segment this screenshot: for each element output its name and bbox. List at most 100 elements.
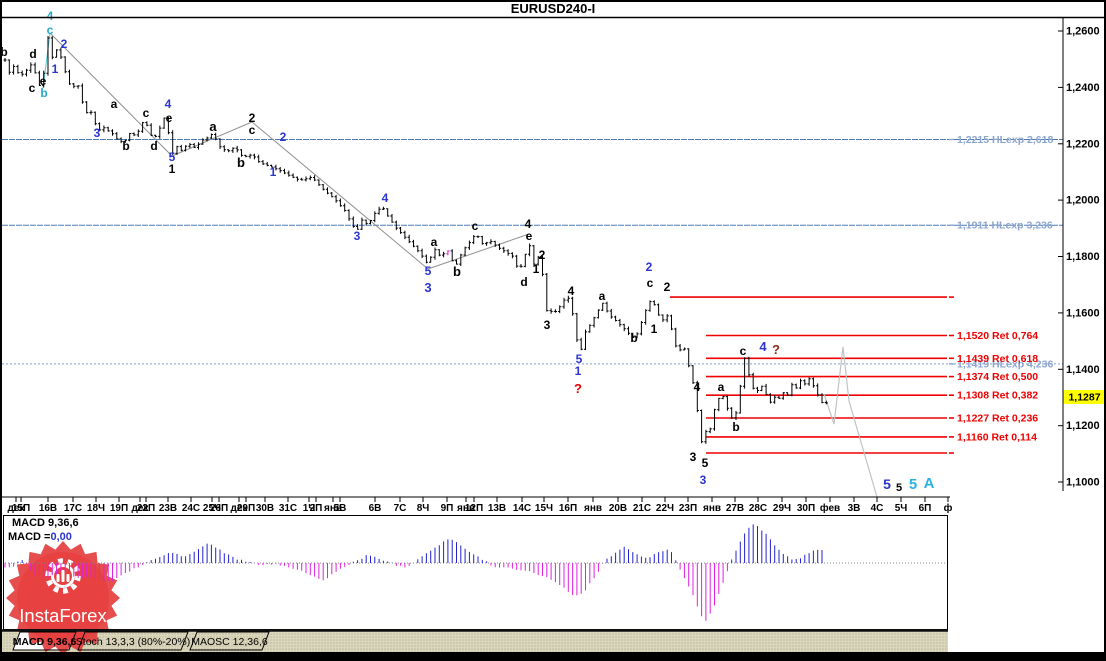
x-tick-label: дек	[132, 503, 150, 514]
wave-label: a	[431, 235, 438, 249]
price-badge-background	[1063, 390, 1106, 404]
wave-label: 5	[576, 352, 583, 366]
wave-label: a	[599, 289, 606, 303]
wave-label: a	[209, 119, 217, 134]
x-tick-label: 21С	[633, 503, 651, 514]
x-tick-label: 16В	[39, 503, 57, 514]
wave-label: d	[520, 275, 527, 289]
x-tick-label: 2П	[310, 503, 323, 514]
wave-label: e	[166, 111, 173, 125]
x-tick-label: янв	[703, 503, 721, 514]
hlexp-label: 1,1419 HLexp 4,236	[957, 358, 1053, 370]
wave-label: 2	[249, 111, 256, 125]
wave-label: e	[526, 229, 533, 243]
wave-label: 1	[533, 262, 540, 276]
x-tick-label: 27В	[726, 503, 744, 514]
wave-label: 5	[896, 482, 902, 494]
tab-label: Stoch 13,3,3 (80%-20%)	[76, 636, 190, 648]
y-tick-label: 1,1200	[1066, 420, 1100, 432]
x-tick-label: 3В	[848, 503, 861, 514]
wave-label: a	[718, 380, 725, 394]
wave-label: 2	[646, 260, 653, 274]
indicator-tab-bar-background	[2, 631, 948, 652]
bottom-strip	[0, 652, 1106, 661]
x-tick-label: 22П	[137, 503, 155, 514]
x-tick-label: 5В	[334, 503, 347, 514]
macd-panel-background	[3, 515, 948, 630]
trendline	[427, 233, 530, 270]
y-tick-label: 1,2600	[1066, 26, 1100, 38]
logo-circle	[17, 552, 109, 644]
x-tick-label: янв	[324, 503, 342, 514]
x-tick-label: 28С	[749, 503, 767, 514]
y-tick-label: 1,1000	[1066, 477, 1100, 489]
wave-label: 4	[759, 339, 767, 354]
fib-label: 1,1227 Ret 0,236	[957, 413, 1038, 425]
y-tick-label: 1,1400	[1066, 364, 1100, 376]
x-tick-label: ф	[944, 502, 953, 514]
tab-maosc[interactable]: MAOSC 12,36,6	[189, 631, 270, 651]
wave-label: 3	[354, 229, 361, 243]
wave-label: ?	[772, 342, 780, 357]
y-tick-label: 1,1800	[1066, 251, 1100, 263]
x-tick-label: 6В	[369, 503, 382, 514]
wave-label: 5	[425, 264, 432, 278]
wave-label: 2	[61, 37, 68, 51]
hlexp-label: 1,1911 HLexp 3,236	[957, 220, 1053, 232]
wave-label: 1	[270, 165, 277, 179]
wave-label: b	[732, 420, 739, 434]
x-tick-label: 23В	[159, 503, 177, 514]
wave-label: 1	[169, 162, 176, 176]
x-tick-label: 24С	[182, 503, 200, 514]
x-tick-label: 15Ч	[535, 503, 553, 514]
wave-label: b	[237, 155, 245, 170]
wave-label: 5	[169, 150, 176, 164]
wave-label: ?	[574, 381, 582, 396]
fib-label: 1,1520 Ret 0,764	[957, 330, 1038, 342]
macd-histogram-negative	[4, 563, 728, 621]
wave-label: 4	[694, 380, 701, 394]
fib-levels: 1,1520 Ret 0,764 1,1439 Ret 0,618 1,1374 R…	[670, 296, 1038, 454]
x-tick-label: 6П	[919, 503, 932, 514]
wave-label: c	[249, 123, 256, 137]
wave-label: 5	[702, 456, 709, 470]
wave-label: 2	[280, 130, 287, 144]
wave-label: 1	[575, 364, 582, 378]
tab-stoch[interactable]: Stoch 13,3,3 (80%-20%)	[76, 631, 190, 651]
y-axis: 1,2600 1,2400 1,2200 1,2000 1,1800 1,1600 1,14…	[1058, 18, 1100, 491]
tab-macd[interactable]: MACD 9,36,6	[12, 631, 77, 651]
wave-label: 4	[47, 9, 54, 23]
tab-outline	[12, 631, 77, 651]
y-tick-label: 1,2200	[1066, 138, 1100, 150]
wave-label: 5	[909, 476, 917, 493]
fib-label: 1,1439 Ret 0,618	[957, 353, 1038, 365]
x-tick-label: 16П	[559, 503, 577, 514]
price-bars	[3, 36, 828, 444]
x-tick-label: 20В	[609, 503, 627, 514]
macd-panel: MACD 9,36,6 MACD =0,00	[2, 515, 948, 632]
wave-label: 1	[52, 62, 59, 76]
wave-label: b	[0, 45, 7, 59]
wave-label: a	[111, 97, 118, 111]
x-tick-label: 12П	[465, 503, 483, 514]
x-tick-label: 17С	[64, 503, 82, 514]
wave-label: 2	[664, 280, 671, 294]
x-tick-label: 14С	[513, 503, 531, 514]
wave-label: 4	[382, 191, 389, 205]
fib-label: 1,1374 Ret 0,500	[957, 371, 1038, 383]
wave-label: b	[40, 86, 47, 100]
x-tick-label: 4С	[871, 503, 884, 514]
macd-histogram-positive	[17, 524, 823, 563]
x-tick-label: 18Ч	[87, 503, 105, 514]
x-tick-label: 29Ч	[773, 503, 791, 514]
wave-label: b	[630, 331, 637, 345]
wave-label: b	[122, 139, 129, 153]
wave-label: 1	[651, 322, 658, 336]
x-tick-label: янв	[457, 503, 475, 514]
tab-label: MACD 9,36,6	[13, 636, 77, 648]
x-tick-label: 30П	[797, 503, 815, 514]
